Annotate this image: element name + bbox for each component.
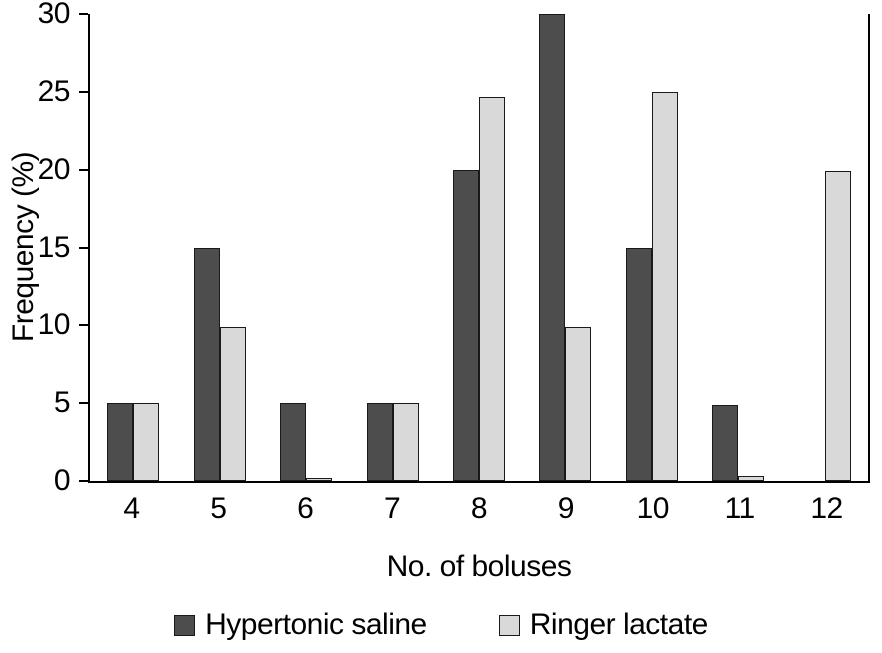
y-tick-label: 30 (37, 0, 71, 30)
legend-item-hypertonic-saline: Hypertonic saline (174, 608, 427, 642)
y-tick-label: 25 (37, 74, 71, 108)
legend-label-hypertonic-saline: Hypertonic saline (205, 608, 427, 641)
bar-ringer-lactate (306, 477, 333, 481)
x-tick-label: 7 (384, 492, 401, 525)
bar-ringer-lactate (478, 96, 505, 481)
bar-hypertonic-saline (280, 403, 307, 481)
y-tick-mark (79, 90, 88, 93)
bar-hypertonic-saline (366, 403, 393, 481)
bar-ringer-lactate (824, 171, 851, 481)
bar-group-8 (436, 14, 522, 481)
x-tick-label: 4 (123, 492, 140, 525)
y-tick-mark (79, 402, 88, 405)
bar-ringer-lactate (219, 326, 246, 481)
x-axis-title: No. of boluses (386, 550, 572, 583)
bar-hypertonic-saline (625, 247, 652, 481)
legend-swatch-ringer-lactate-icon (498, 614, 520, 636)
x-tick-label: 5 (210, 492, 227, 525)
bar-ringer-lactate (565, 326, 592, 481)
y-tick-mark (79, 168, 88, 171)
bar-hypertonic-saline (539, 14, 566, 481)
bar-ringer-lactate (133, 403, 160, 481)
y-tick-mark (79, 324, 88, 327)
chart-legend: Hypertonic saline Ringer lactate (0, 608, 882, 642)
bar-hypertonic-saline (712, 404, 739, 481)
y-tick-label: 15 (37, 230, 71, 264)
bar-hypertonic-saline (452, 169, 479, 481)
y-tick-mark (79, 13, 88, 15)
x-tick-label: 12 (810, 492, 843, 525)
bar-hypertonic-saline (107, 403, 134, 481)
y-tick-label: 5 (53, 386, 71, 420)
x-tick-label: 11 (724, 492, 756, 525)
x-tick-label: 9 (557, 492, 575, 525)
y-tick-label: 10 (37, 308, 71, 342)
bar-group-12 (782, 14, 868, 481)
legend-swatch-hypertonic-saline-icon (174, 614, 196, 636)
legend-item-ringer-lactate: Ringer lactate (498, 608, 709, 642)
bar-group-10 (609, 14, 695, 481)
y-tick-mark (79, 480, 88, 482)
bar-group-4 (90, 14, 176, 481)
x-tick-label: 6 (297, 492, 314, 525)
y-tick-mark (79, 246, 88, 249)
bar-group-7 (349, 14, 435, 481)
plot-area (88, 14, 870, 483)
bar-group-5 (176, 14, 262, 481)
bar-ringer-lactate (738, 476, 765, 481)
y-tick-label: 0 (53, 464, 71, 497)
bar-hypertonic-saline (193, 247, 220, 481)
bar-group-9 (522, 14, 608, 481)
legend-label-ringer-lactate: Ringer lactate (529, 608, 709, 641)
x-tick-label: 10 (636, 492, 670, 525)
bar-group-11 (695, 14, 781, 481)
y-axis-ticks: 0 5 10 15 20 25 30 (0, 0, 88, 653)
y-tick-label: 20 (37, 152, 71, 186)
bar-group-6 (263, 14, 349, 481)
bar-ringer-lactate (651, 91, 678, 481)
bar-ringer-lactate (392, 403, 419, 481)
x-axis-labels: 4 5 6 7 8 9 10 11 12 (88, 492, 870, 526)
x-tick-label: 8 (470, 492, 488, 525)
